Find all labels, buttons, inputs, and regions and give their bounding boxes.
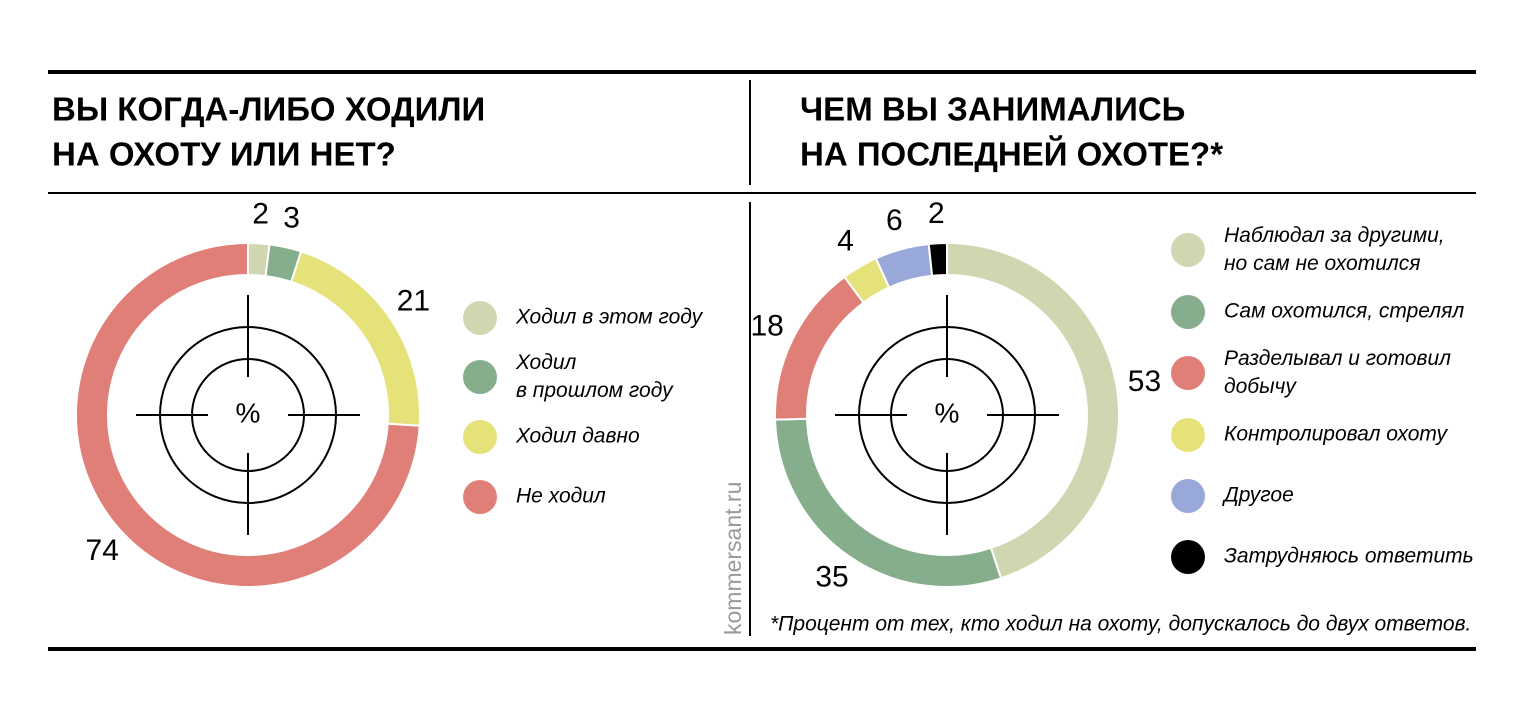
legend-label: Наблюдал за другими, но сам не охотился [1224,224,1445,275]
data-label: 35 [815,561,848,594]
legend-swatch [1171,418,1205,452]
legend-label: Контролировал охоту [1224,423,1448,446]
watermark: kommersant.ru [720,482,746,635]
legend-swatch [1171,233,1205,267]
legend-swatch [1171,356,1205,390]
data-label: 21 [397,285,430,318]
legend-swatch [463,420,497,454]
legend-label: Ходил в этом году [515,306,704,329]
donut-segment [927,241,948,277]
chart-title: ВЫ КОГДА-ЛИБО ХОДИЛИ НА ОХОТУ ИЛИ НЕТ? [52,90,485,172]
center-label: % [236,397,261,428]
center-label: % [935,397,960,428]
legend-swatch [463,301,497,335]
legend-label: Ходил давно [515,425,640,448]
legend-swatch [463,480,497,514]
legend-label: Другое [1222,484,1294,507]
data-label: 53 [1128,365,1161,398]
donut-segment [75,241,421,588]
data-label: 18 [750,309,783,342]
data-label: 3 [283,202,300,235]
legend-label: Не ходил [516,485,606,508]
data-label: 2 [928,197,945,230]
legend-label: Разделывал и готовил добычу [1224,347,1451,398]
data-label: 4 [837,225,854,258]
legend-label: Ходил в прошлом году [515,351,674,402]
legend-label: Сам охотился, стрелял [1224,300,1464,323]
legend-label: Затрудняюсь ответить [1224,545,1474,568]
data-label: 74 [86,534,119,567]
chart-title: ЧЕМ ВЫ ЗАНИМАЛИСЬ НА ПОСЛЕДНЕЙ ОХОТЕ?* [800,90,1223,172]
data-label: 6 [886,204,903,237]
legend-swatch [1171,479,1205,513]
legend-swatch [1171,295,1205,329]
footnote: *Процент от тех, кто ходил на охоту, доп… [770,613,1471,636]
legend-swatch [463,360,497,394]
data-label: 2 [252,197,269,230]
legend-swatch [1171,540,1205,574]
